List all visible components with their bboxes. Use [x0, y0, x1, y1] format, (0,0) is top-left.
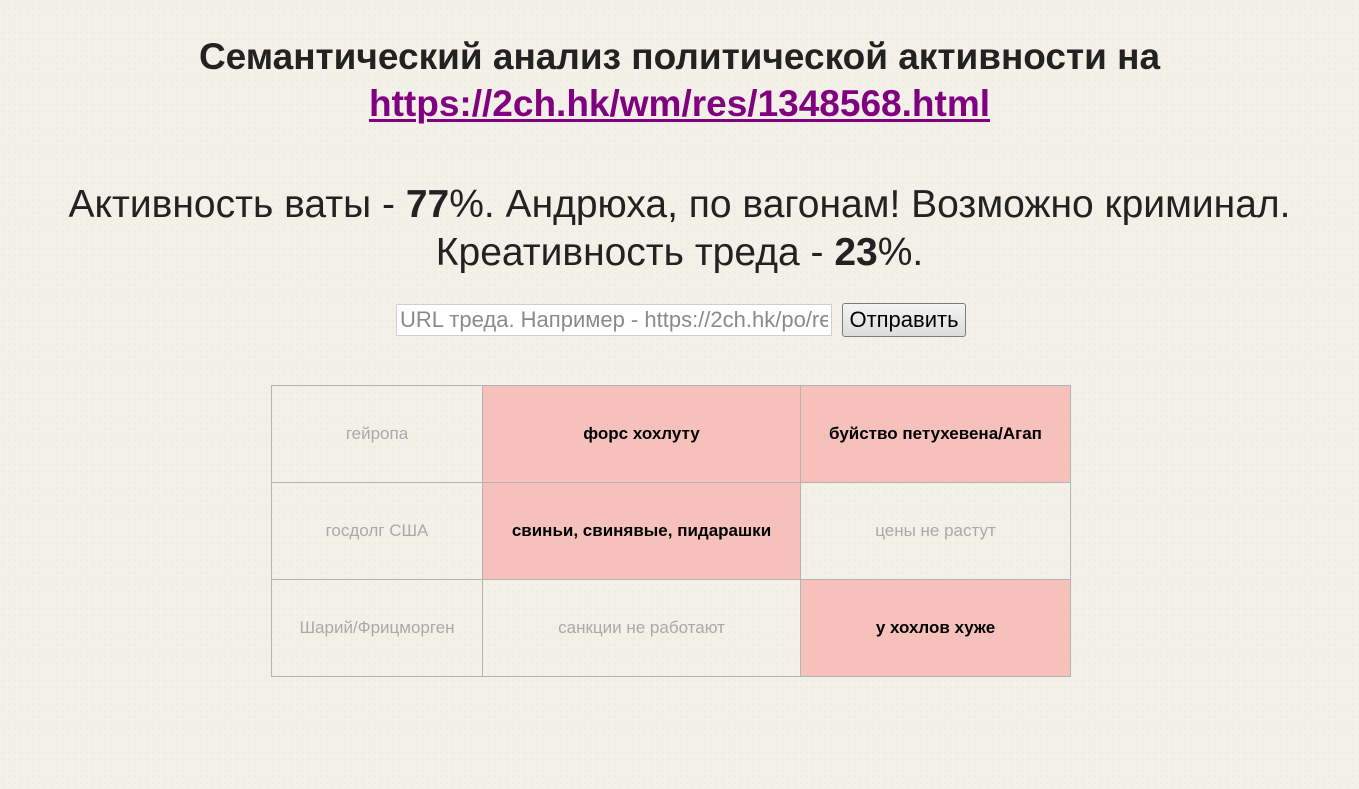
bingo-cell-hit: свиньи, свинявые, пидарашки	[482, 482, 801, 580]
creativity-label: Креативность треда -	[435, 231, 835, 274]
title-text: Семантический анализ политической активн…	[198, 36, 1161, 77]
thread-url-form: Отправить	[0, 303, 1359, 337]
vata-percent: 77	[405, 183, 450, 226]
bingo-cell-hit: буйство петухевена/Агап	[800, 385, 1071, 483]
creativity-percent: 23	[834, 231, 878, 274]
vata-label: Активность ваты -	[68, 183, 406, 226]
bingo-cell: санкции не работают	[482, 579, 801, 677]
thread-url-input[interactable]	[396, 304, 832, 336]
bingo-row: гейропа форс хохлуту буйство петухевена/…	[271, 385, 1071, 483]
bingo-table: гейропа форс хохлуту буйство петухевена/…	[271, 385, 1071, 677]
activity-stats: Активность ваты - 77%. Андрюха, по вагон…	[0, 127, 1359, 277]
submit-button[interactable]: Отправить	[842, 303, 966, 337]
page-title: Семантический анализ политической активн…	[0, 0, 1359, 127]
bingo-row: Шарий/Фрицморген санкции не работают у х…	[271, 579, 1071, 677]
thread-link[interactable]: https://2ch.hk/wm/res/1348568.html	[368, 83, 990, 124]
bingo-cell: Шарий/Фрицморген	[271, 579, 483, 677]
bingo-row: госдолг США свиньи, свинявые, пидарашки …	[271, 482, 1071, 580]
bingo-cell: госдолг США	[271, 482, 483, 580]
creativity-suffix: %.	[877, 231, 924, 274]
bingo-cell-hit: у хохлов хуже	[800, 579, 1071, 677]
page: Семантический анализ политической активн…	[0, 0, 1359, 337]
bingo-cell: цены не растут	[800, 482, 1071, 580]
bingo-cell-hit: форс хохлуту	[482, 385, 801, 483]
vata-verdict: %. Андрюха, по вагонам! Возможно кримина…	[449, 183, 1291, 226]
bingo-cell: гейропа	[271, 385, 483, 483]
